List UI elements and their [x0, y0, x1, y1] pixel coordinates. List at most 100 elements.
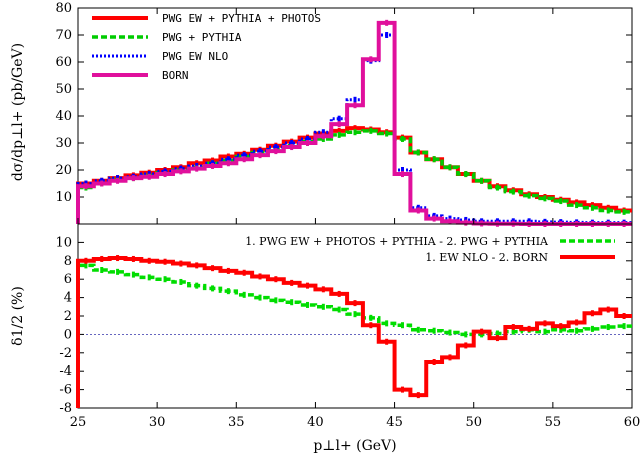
- data-point: [290, 140, 294, 146]
- data-point: [116, 177, 120, 184]
- data-point: [147, 274, 151, 281]
- data-point: [416, 207, 420, 214]
- data-point: [258, 294, 262, 301]
- data-point: [84, 183, 88, 190]
- y-tick-label: 2: [64, 309, 72, 324]
- data-point: [258, 152, 262, 159]
- data-point: [575, 319, 579, 326]
- data-point: [385, 19, 389, 26]
- legend-label: PWG + PYTHIA: [162, 31, 242, 44]
- legend-label: PWG EW + PYTHIA + PHOTOS: [162, 12, 321, 25]
- bottom-legend: 1. PWG EW + PHOTOS + PYTHIA - 2. PWG + P…: [245, 235, 615, 264]
- x-axis-label: p⊥l+ (GeV): [313, 438, 396, 454]
- data-point: [84, 257, 88, 264]
- y-tick-label: 10: [55, 190, 72, 205]
- data-point: [100, 255, 104, 262]
- data-point: [511, 324, 515, 331]
- data-point: [511, 188, 515, 195]
- data-point: [369, 314, 373, 321]
- y-tick-label: 80: [55, 1, 72, 16]
- y-tick-label: 6: [64, 272, 72, 287]
- x-tick-label: 40: [307, 415, 324, 430]
- y-tick-label: 10: [55, 235, 72, 250]
- data-point: [480, 328, 484, 335]
- data-point: [226, 160, 230, 167]
- y-tick-label: 40: [55, 109, 72, 124]
- data-point: [353, 102, 357, 109]
- data-point: [100, 180, 104, 187]
- data-point: [226, 156, 230, 163]
- data-point: [116, 268, 120, 275]
- data-point: [495, 335, 499, 342]
- data-point: [369, 322, 373, 329]
- data-point: [543, 328, 547, 335]
- y-tick-label: 8: [64, 254, 72, 269]
- y-tick-label: 50: [55, 82, 72, 97]
- data-point: [195, 165, 199, 172]
- top-y-axis: 10 20 30 40 50 60 70 80: [55, 1, 632, 205]
- data-point: [131, 271, 135, 278]
- y-tick-label: 60: [55, 55, 72, 70]
- top-legend: PWG EW + PYTHIA + PHOTOS PWG + PYTHIA PWG …: [92, 12, 321, 82]
- data-point: [559, 323, 563, 330]
- data-point: [495, 330, 499, 337]
- data-point: [258, 273, 262, 280]
- data-point: [321, 133, 325, 140]
- x-tick-label: 60: [624, 415, 640, 430]
- data-point: [242, 291, 246, 298]
- data-point: [543, 320, 547, 327]
- data-point: [464, 171, 468, 178]
- data-point: [432, 359, 436, 365]
- data-point: [242, 152, 246, 159]
- data-point: [353, 129, 357, 136]
- data-point: [400, 322, 404, 329]
- x-tick-label: 25: [70, 415, 87, 430]
- data-point: [258, 148, 262, 155]
- data-point: [353, 311, 357, 318]
- data-point: [400, 171, 404, 178]
- data-point: [590, 325, 594, 332]
- data-point: [290, 144, 294, 151]
- data-point: [337, 131, 341, 138]
- data-point: [147, 257, 151, 264]
- data-point: [147, 173, 151, 180]
- data-point: [369, 127, 373, 134]
- legend-label: BORN: [162, 69, 189, 82]
- data-point: [464, 331, 468, 338]
- data-point: [400, 386, 404, 393]
- data-point: [290, 299, 294, 306]
- data-point: [385, 320, 389, 327]
- data-point: [321, 286, 325, 293]
- data-point: [100, 267, 104, 273]
- data-point: [480, 177, 484, 184]
- bottom-panel: -8 -6 -4 -2 0 2 4 6 8 10 25 30 35 40 45 50 55 60 1. PWG …: [10, 8, 640, 454]
- legend-label: 1. EW NLO - 2. BORN: [425, 251, 548, 264]
- top-y-axis-label: dσ/dp⊥l+ (pb/GeV): [10, 43, 26, 181]
- data-point: [400, 167, 404, 173]
- top-panel: 10 20 30 40 50 60 70 80 PWG EW + PYTHIA + PHOTO…: [10, 1, 633, 227]
- data-point: [337, 127, 341, 134]
- data-point: [353, 125, 357, 132]
- data-point: [416, 392, 420, 399]
- data-point: [432, 215, 436, 222]
- data-point: [226, 288, 230, 295]
- data-point: [306, 135, 310, 142]
- data-point: [385, 338, 389, 345]
- data-point: [527, 192, 531, 199]
- data-point: [195, 282, 199, 289]
- x-tick-label: 55: [545, 415, 562, 430]
- data-point: [211, 285, 215, 292]
- data-point: [606, 306, 610, 313]
- data-point: [369, 56, 373, 63]
- y-tick-label: 20: [55, 163, 72, 178]
- x-tick-label: 45: [386, 415, 403, 430]
- data-point: [290, 279, 294, 286]
- data-point: [306, 282, 310, 289]
- data-point: [448, 164, 452, 171]
- y-tick-label: -2: [59, 346, 72, 361]
- legend-label: 1. PWG EW + PHOTOS + PYTHIA - 2. PWG + P…: [245, 235, 549, 248]
- y-tick-label: 70: [55, 28, 72, 43]
- data-point: [464, 342, 468, 349]
- data-point: [495, 184, 499, 191]
- data-point: [321, 129, 325, 136]
